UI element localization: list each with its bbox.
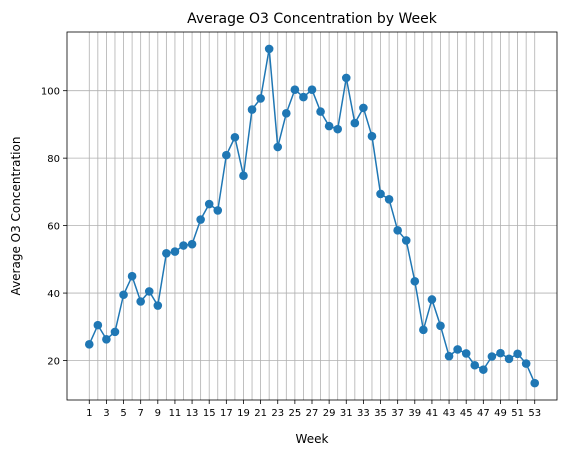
- x-tick-label: 39: [408, 408, 421, 419]
- data-point: [93, 320, 103, 330]
- data-point: [513, 349, 522, 359]
- grid-lines: [67, 32, 557, 400]
- data-point: [136, 297, 145, 306]
- series-layer: [84, 44, 540, 388]
- data-point: [239, 171, 248, 180]
- axis-ticks: 1 3 5 7 9 11 13 15 17 19 21 23 25 27 29 31 33 35 37 39 41 43 4…: [41, 87, 541, 419]
- data-point: [256, 94, 265, 103]
- data-point: [521, 359, 531, 368]
- y-tick-label: 40: [47, 289, 60, 300]
- data-point: [479, 365, 488, 374]
- x-tick-label: 17: [220, 408, 233, 419]
- data-point: [230, 132, 240, 142]
- x-tick-label: 25: [288, 408, 301, 419]
- data-point: [384, 195, 394, 204]
- y-axis-label: Average O3 Concentration: [9, 137, 23, 296]
- data-point: [282, 108, 291, 118]
- x-tick-label: 21: [254, 408, 267, 419]
- y-tick-label: 80: [47, 154, 60, 165]
- data-point: [162, 248, 171, 258]
- x-tick-label: 37: [391, 408, 404, 419]
- x-tick-label: 13: [186, 408, 199, 419]
- x-tick-label: 23: [271, 408, 284, 419]
- x-tick-label: 9: [155, 408, 161, 419]
- x-tick-label: 1: [86, 408, 92, 419]
- data-point: [196, 215, 205, 224]
- data-point: [461, 349, 471, 358]
- data-point: [333, 124, 342, 134]
- x-tick-label: 49: [494, 408, 507, 419]
- x-tick-label: 5: [120, 408, 126, 419]
- data-point: [444, 351, 454, 361]
- data-point: [222, 150, 231, 160]
- x-tick-label: 15: [203, 408, 216, 419]
- x-tick-label: 47: [477, 408, 490, 419]
- data-point: [393, 226, 402, 235]
- chart-title: Average O3 Concentration by Week: [187, 11, 438, 27]
- data-point: [213, 206, 223, 215]
- data-point: [127, 271, 137, 281]
- data-point: [179, 241, 188, 250]
- data-point: [487, 352, 497, 361]
- data-point: [496, 348, 505, 358]
- y-tick-label: 20: [47, 357, 60, 368]
- data-point: [290, 85, 300, 94]
- x-tick-label: 19: [237, 408, 250, 419]
- x-tick-label: 31: [340, 408, 353, 419]
- x-tick-label: 29: [323, 408, 336, 419]
- data-point: [187, 239, 197, 249]
- data-point: [359, 103, 368, 113]
- x-tick-label: 53: [528, 408, 541, 419]
- data-point: [350, 118, 360, 128]
- data-point: [401, 236, 411, 245]
- data-point: [144, 287, 154, 296]
- y-tick-label: 60: [47, 222, 60, 233]
- x-tick-label: 41: [426, 408, 439, 419]
- data-point: [341, 73, 351, 83]
- data-point: [247, 105, 257, 114]
- data-point: [376, 189, 385, 199]
- x-tick-label: 43: [443, 408, 456, 419]
- data-point: [504, 354, 514, 364]
- data-point: [153, 301, 163, 310]
- data-point: [307, 85, 317, 94]
- x-tick-label: 11: [169, 408, 182, 419]
- data-point: [299, 92, 308, 102]
- x-tick-label: 7: [137, 408, 143, 419]
- data-point: [419, 325, 428, 335]
- y-tick-label: 100: [41, 87, 60, 98]
- x-tick-label: 51: [511, 408, 524, 419]
- data-point: [264, 44, 274, 54]
- data-point: [410, 276, 420, 286]
- x-tick-label: 33: [357, 408, 370, 419]
- data-point: [84, 340, 94, 349]
- x-axis-label: Week: [296, 432, 329, 446]
- data-point: [119, 290, 128, 300]
- data-point: [170, 247, 180, 256]
- data-point: [316, 107, 325, 116]
- data-point: [453, 345, 462, 354]
- x-tick-label: 27: [306, 408, 319, 419]
- x-tick-label: 45: [460, 408, 473, 419]
- data-point: [102, 334, 111, 344]
- data-point: [427, 295, 437, 304]
- data-point: [110, 327, 120, 337]
- data-point: [273, 142, 283, 152]
- data-point: [530, 378, 540, 388]
- data-point: [324, 121, 334, 131]
- data-point: [367, 131, 377, 141]
- x-tick-label: 35: [374, 408, 387, 419]
- data-point: [436, 321, 445, 331]
- data-point: [470, 360, 480, 370]
- x-tick-label: 3: [103, 408, 109, 419]
- data-point: [204, 199, 214, 209]
